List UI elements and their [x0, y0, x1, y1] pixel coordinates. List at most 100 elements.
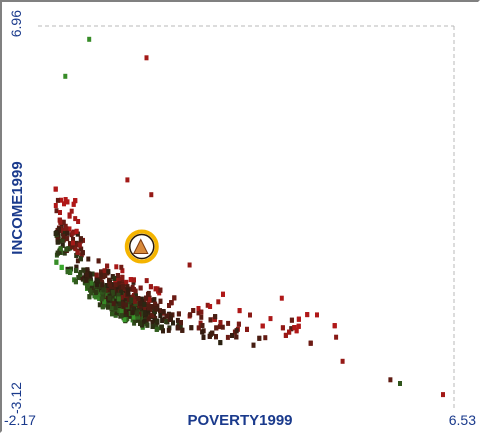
data-point	[116, 277, 121, 283]
data-point	[201, 334, 206, 340]
data-point	[208, 317, 213, 323]
data-point	[142, 302, 147, 307]
data-point	[143, 310, 148, 316]
data-point	[143, 306, 148, 312]
data-point	[108, 304, 113, 310]
data-point	[213, 314, 218, 320]
data-point	[134, 296, 138, 302]
data-point	[73, 216, 78, 222]
data-point	[139, 303, 143, 309]
data-point	[216, 299, 221, 305]
data-point	[120, 268, 125, 274]
data-point	[144, 295, 149, 301]
data-point	[65, 269, 70, 275]
data-point	[78, 256, 83, 262]
data-point	[196, 306, 201, 311]
data-point	[76, 219, 81, 224]
data-point	[78, 270, 83, 276]
data-point	[138, 301, 143, 306]
outlier-point	[144, 55, 149, 61]
data-point	[257, 335, 262, 341]
data-point	[159, 324, 164, 330]
y-tick-max-label: 6.96	[8, 10, 24, 37]
data-point	[154, 323, 159, 328]
data-point	[65, 236, 70, 242]
data-point	[189, 325, 194, 331]
data-point	[116, 296, 121, 302]
data-point	[71, 237, 75, 242]
data-point	[133, 298, 137, 304]
data-point	[97, 281, 102, 287]
x-tick-max-label: 6.53	[449, 412, 476, 428]
data-point	[153, 286, 158, 292]
data-point	[86, 256, 91, 262]
data-point	[57, 217, 62, 223]
data-point	[129, 286, 134, 292]
data-point	[332, 323, 337, 329]
data-point	[208, 304, 213, 309]
data-point	[144, 278, 149, 284]
data-point	[53, 186, 58, 192]
data-point	[84, 272, 89, 278]
highlight-marker[interactable]	[124, 229, 159, 264]
data-point	[245, 326, 249, 332]
data-point	[85, 267, 90, 273]
outlier-point	[441, 392, 445, 398]
data-point	[150, 319, 155, 325]
data-point	[175, 317, 180, 323]
data-point	[95, 282, 100, 287]
data-point	[113, 289, 118, 295]
data-point	[104, 283, 109, 288]
data-point	[110, 298, 115, 304]
data-point	[136, 296, 141, 301]
data-point	[169, 300, 174, 306]
data-point	[125, 284, 130, 290]
data-point	[80, 250, 85, 256]
data-point	[147, 312, 151, 318]
data-point	[171, 320, 175, 326]
data-point	[119, 264, 124, 270]
data-point	[117, 281, 122, 287]
data-point	[133, 293, 138, 299]
data-point	[152, 297, 157, 303]
data-point	[110, 311, 114, 317]
data-point	[107, 281, 112, 287]
data-point	[70, 244, 74, 250]
data-point	[248, 312, 252, 318]
data-point	[251, 342, 256, 348]
data-point	[168, 315, 173, 321]
data-point	[279, 295, 284, 301]
data-point	[120, 278, 125, 284]
data-point	[119, 294, 124, 300]
data-point	[61, 228, 66, 234]
data-point	[146, 305, 151, 311]
data-point	[148, 284, 153, 290]
data-point	[56, 226, 61, 232]
data-points	[53, 36, 445, 398]
data-point	[234, 334, 239, 340]
data-point	[75, 249, 80, 255]
data-point	[110, 290, 115, 295]
data-point	[153, 301, 158, 307]
x-axis-label: POVERTY1999	[187, 412, 292, 429]
data-point	[158, 308, 162, 314]
data-point	[161, 328, 165, 334]
data-point	[79, 246, 84, 252]
data-point	[117, 308, 122, 313]
data-point	[140, 322, 145, 328]
data-point	[114, 264, 119, 270]
data-point	[58, 246, 63, 252]
data-point	[167, 303, 171, 308]
data-point	[158, 298, 163, 304]
data-point	[76, 275, 81, 280]
data-point	[126, 291, 131, 297]
data-point	[128, 277, 133, 283]
data-point	[113, 312, 118, 318]
data-point	[64, 226, 69, 232]
data-point	[77, 242, 82, 248]
data-point	[289, 317, 294, 323]
data-point	[54, 208, 59, 214]
outlier-point	[187, 262, 192, 268]
